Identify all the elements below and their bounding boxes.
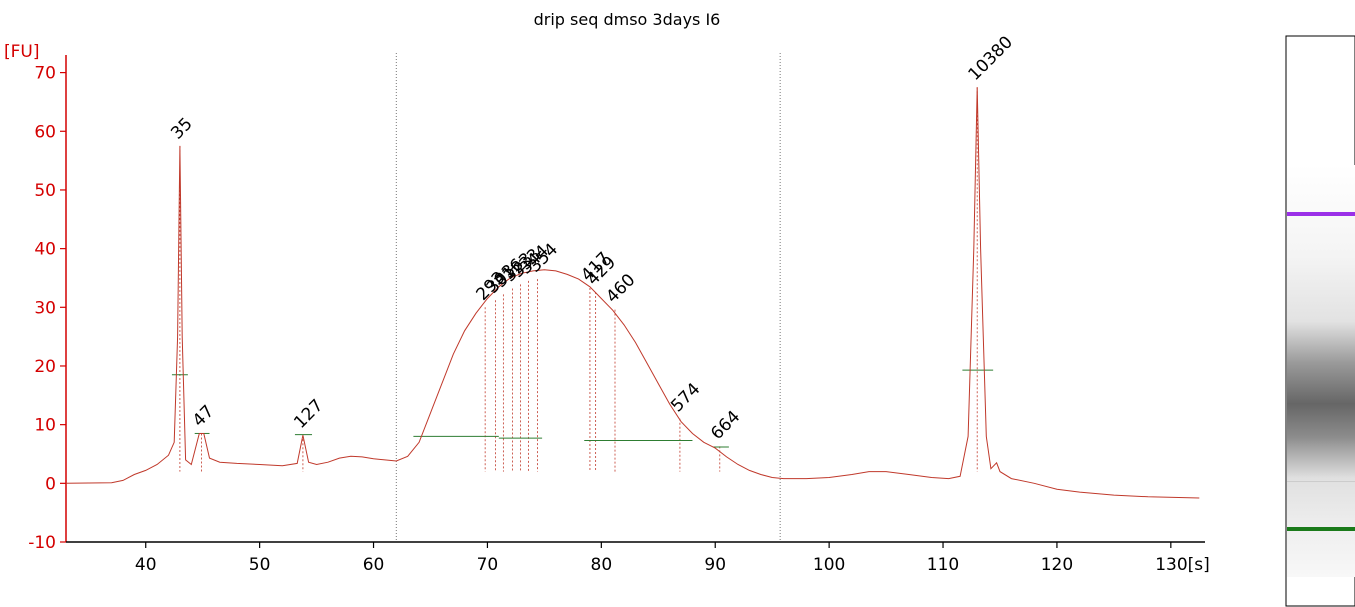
y-tick-label-0: -10 (28, 533, 56, 553)
x-tick-label-0: 40 (135, 555, 157, 575)
y-tick-label-3: 20 (34, 357, 56, 377)
gel-band-faint (1287, 481, 1355, 482)
x-tick-label-8: 120 (1041, 555, 1073, 575)
signal-trace (65, 87, 1200, 499)
x-tick-label-5: 90 (704, 555, 726, 575)
x-tick-label-3: 70 (477, 555, 499, 575)
x-tick-label-1: 50 (249, 555, 271, 575)
y-tick-label-6: 50 (34, 181, 56, 201)
x-tick-label-4: 80 (591, 555, 613, 575)
peak-label-664: 664 (707, 407, 744, 444)
y-tick-label-7: 60 (34, 122, 56, 142)
y-tick-label-1: 0 (45, 474, 56, 494)
x-tick-label-7: 110 (927, 555, 959, 575)
peak-label-47: 47 (189, 402, 218, 431)
peak-label-10380: 10380 (965, 32, 1017, 84)
gel-lane (1285, 35, 1355, 607)
peak-label-574: 574 (667, 379, 704, 416)
gel-band-lower-marker (1287, 527, 1355, 531)
gel-band-upper-marker (1287, 212, 1355, 216)
y-tick-label-8: 70 (34, 64, 56, 84)
x-tick-label-6: 100 (813, 555, 845, 575)
peak-label-127: 127 (290, 396, 327, 433)
x-tick-label-2: 60 (363, 555, 385, 575)
y-tick-label-4: 30 (34, 298, 56, 318)
chart-title: drip seq dmso 3days I6 (534, 10, 721, 29)
gel-lane-image (1287, 165, 1355, 577)
y-axis-label: [FU] (4, 42, 40, 62)
peak-label-35: 35 (167, 114, 196, 143)
x-tick-label-9: 130[s] (1155, 555, 1210, 575)
y-tick-label-2: 10 (34, 416, 56, 436)
y-tick-label-5: 40 (34, 240, 56, 260)
